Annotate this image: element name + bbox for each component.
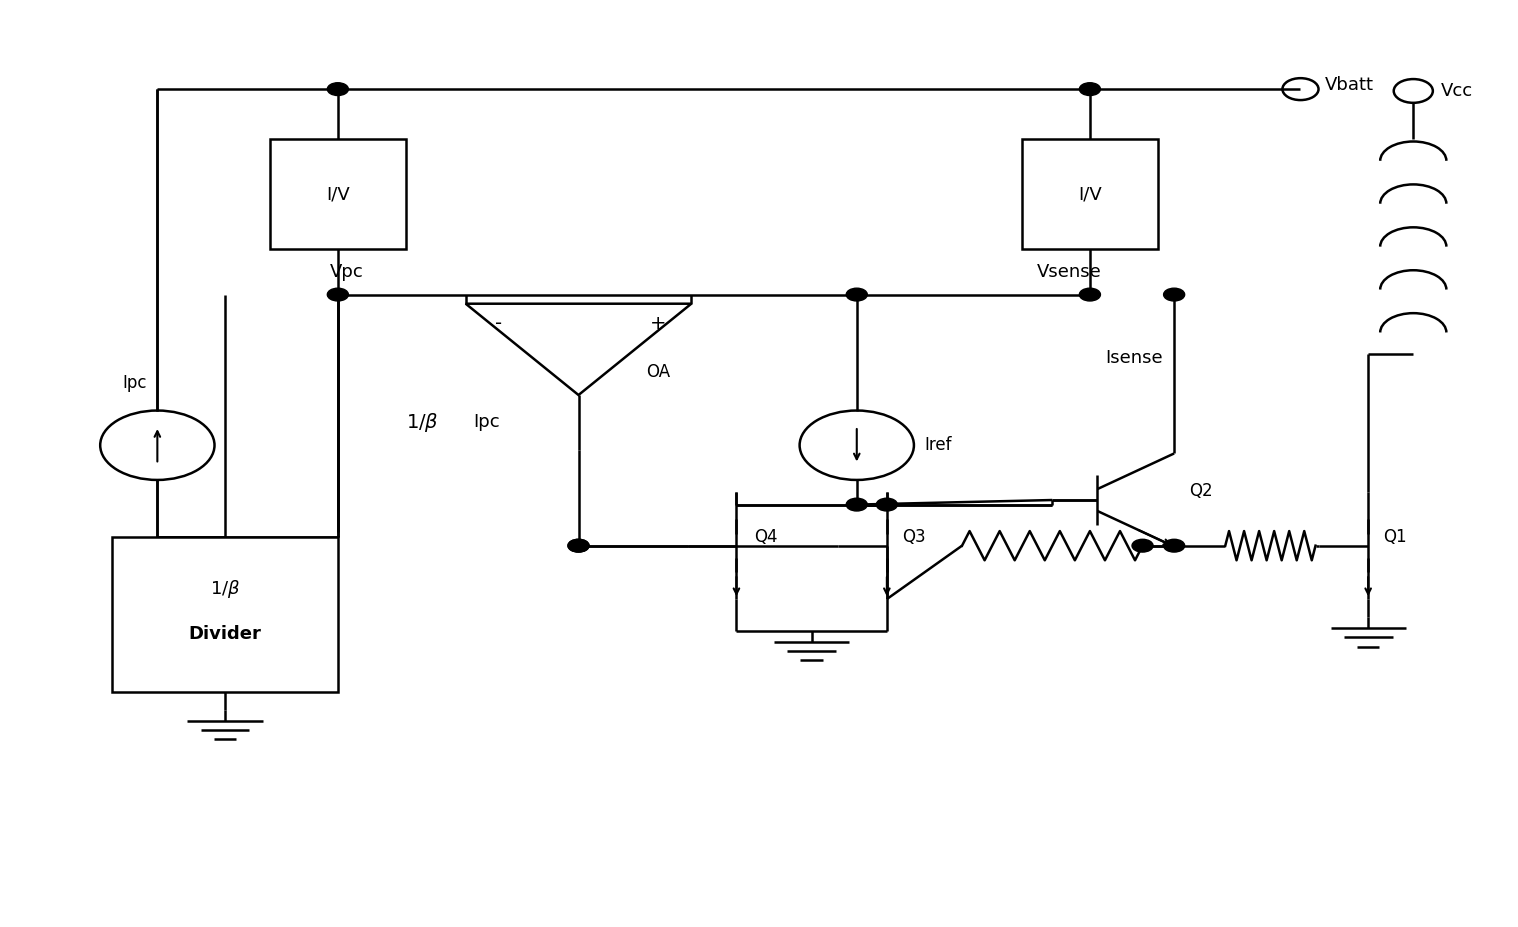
Text: Q2: Q2	[1189, 482, 1213, 500]
Circle shape	[568, 540, 589, 552]
Text: $1/\beta$: $1/\beta$	[209, 578, 240, 600]
Bar	[112, 537, 339, 692]
Circle shape	[568, 540, 589, 552]
Text: Q4: Q4	[754, 527, 779, 546]
Text: $1/\beta$: $1/\beta$	[405, 411, 439, 434]
Text: Vcc: Vcc	[1441, 82, 1472, 100]
Circle shape	[1079, 83, 1101, 95]
Bar	[1022, 139, 1158, 249]
Circle shape	[1132, 540, 1154, 552]
Text: I/V: I/V	[1078, 185, 1102, 203]
Text: Q1: Q1	[1383, 527, 1407, 546]
Circle shape	[846, 288, 867, 301]
Circle shape	[846, 498, 867, 511]
Text: Ipc: Ipc	[474, 413, 499, 431]
Bar	[270, 139, 405, 249]
Text: Isense: Isense	[1105, 349, 1163, 367]
Text: I/V: I/V	[326, 185, 349, 203]
Text: Vpc: Vpc	[331, 262, 364, 281]
Circle shape	[328, 83, 348, 95]
Text: OA: OA	[647, 363, 671, 381]
Text: Vbatt: Vbatt	[1325, 76, 1374, 94]
Text: Q3: Q3	[902, 527, 926, 546]
Circle shape	[1079, 288, 1101, 301]
Text: Vsense: Vsense	[1037, 262, 1102, 281]
Text: Divider: Divider	[188, 625, 261, 643]
Text: +: +	[650, 314, 666, 334]
Circle shape	[1164, 540, 1184, 552]
Circle shape	[1164, 288, 1184, 301]
Circle shape	[876, 498, 897, 511]
Text: Ipc: Ipc	[123, 375, 147, 392]
Circle shape	[328, 288, 348, 301]
Text: -: -	[495, 314, 502, 334]
Text: Iref: Iref	[924, 437, 952, 454]
